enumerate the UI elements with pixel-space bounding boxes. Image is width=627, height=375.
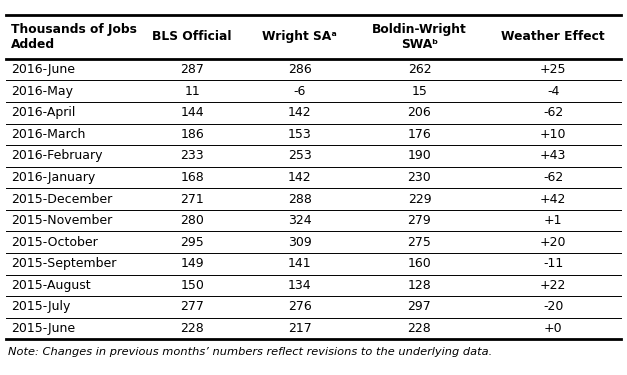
Text: 2015-November: 2015-November [11,214,112,227]
Text: 206: 206 [408,106,431,119]
Text: 253: 253 [288,149,312,162]
Text: -20: -20 [543,300,563,313]
Text: 144: 144 [181,106,204,119]
Text: 2015-December: 2015-December [11,193,112,206]
Text: +10: +10 [540,128,566,141]
Text: 297: 297 [408,300,431,313]
Text: 2015-September: 2015-September [11,257,117,270]
Text: +20: +20 [540,236,566,249]
Text: 149: 149 [181,257,204,270]
Text: -62: -62 [543,106,563,119]
Text: 262: 262 [408,63,431,76]
Text: 288: 288 [288,193,312,206]
Text: 153: 153 [288,128,312,141]
Text: 2015-June: 2015-June [11,322,75,335]
Text: 128: 128 [408,279,431,292]
Text: 217: 217 [288,322,312,335]
Text: 141: 141 [288,257,312,270]
Text: Weather Effect: Weather Effect [502,30,605,44]
Text: +0: +0 [544,322,562,335]
Text: 168: 168 [181,171,204,184]
Text: 2015-July: 2015-July [11,300,71,313]
Text: 271: 271 [181,193,204,206]
Text: +25: +25 [540,63,566,76]
Text: 2016-February: 2016-February [11,149,103,162]
Text: 2016-May: 2016-May [11,85,73,98]
Text: Wright SAᵃ: Wright SAᵃ [262,30,337,44]
Text: 2016-January: 2016-January [11,171,95,184]
Text: 279: 279 [408,214,431,227]
Text: 275: 275 [408,236,431,249]
Text: BLS Official: BLS Official [152,30,232,44]
Text: 295: 295 [181,236,204,249]
Text: -4: -4 [547,85,559,98]
Text: Note: Changes in previous months’ numbers reflect revisions to the underlying da: Note: Changes in previous months’ number… [8,347,492,357]
Text: Boldin-Wright
SWAᵇ: Boldin-Wright SWAᵇ [372,23,467,51]
Text: 2015-October: 2015-October [11,236,98,249]
Text: 150: 150 [180,279,204,292]
Text: 15: 15 [411,85,428,98]
Text: -62: -62 [543,171,563,184]
Text: Thousands of Jobs
Added: Thousands of Jobs Added [11,23,137,51]
Text: 176: 176 [408,128,431,141]
Text: 229: 229 [408,193,431,206]
Text: 190: 190 [408,149,431,162]
Text: 142: 142 [288,106,312,119]
Text: 230: 230 [408,171,431,184]
Text: 324: 324 [288,214,312,227]
Text: 186: 186 [181,128,204,141]
Text: 11: 11 [184,85,200,98]
Text: 2016-March: 2016-March [11,128,86,141]
Text: 287: 287 [180,63,204,76]
Text: -11: -11 [543,257,563,270]
Text: 309: 309 [288,236,312,249]
Text: 277: 277 [180,300,204,313]
Text: 160: 160 [408,257,431,270]
Text: +42: +42 [540,193,566,206]
Text: 286: 286 [288,63,312,76]
Text: 2015-August: 2015-August [11,279,91,292]
Text: 2016-April: 2016-April [11,106,76,119]
Text: +1: +1 [544,214,562,227]
Text: 228: 228 [408,322,431,335]
Text: -6: -6 [293,85,306,98]
Text: 280: 280 [180,214,204,227]
Text: 142: 142 [288,171,312,184]
Text: +22: +22 [540,279,566,292]
Text: 228: 228 [181,322,204,335]
Text: 134: 134 [288,279,312,292]
Text: +43: +43 [540,149,566,162]
Text: 233: 233 [181,149,204,162]
Text: 2016-June: 2016-June [11,63,75,76]
Text: 276: 276 [288,300,312,313]
